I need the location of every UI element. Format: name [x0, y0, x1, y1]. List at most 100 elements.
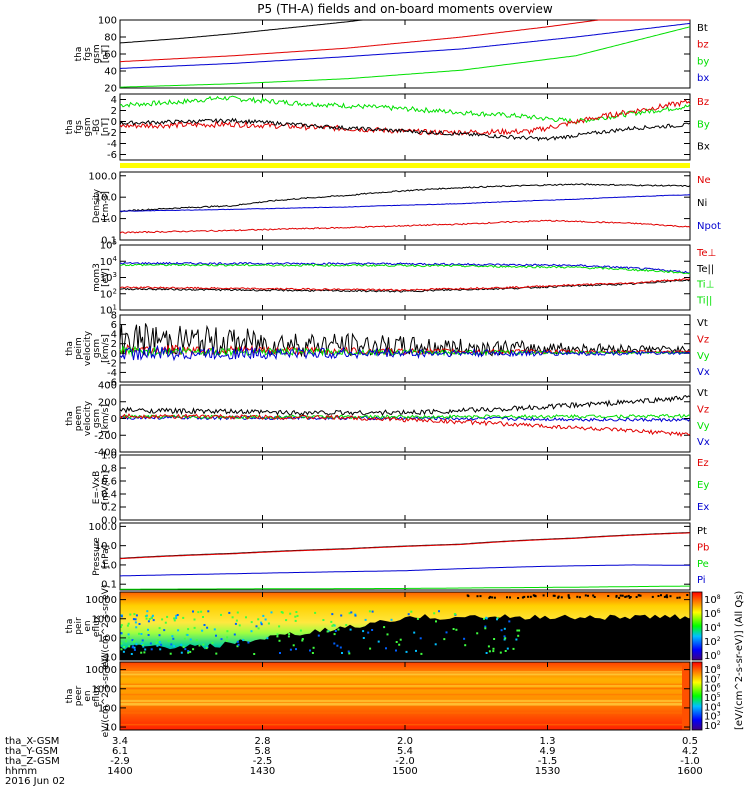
- colorbar-tick-label: 104: [704, 701, 721, 713]
- panel-frame: [119, 454, 691, 521]
- spectrogram-speckle: [120, 632, 123, 635]
- spectrogram-speckle: [542, 594, 545, 597]
- spectrogram-speckle: [364, 618, 367, 621]
- y-tick-label: 10: [104, 653, 117, 664]
- spectrogram-speckle: [499, 651, 502, 654]
- spectrogram-speckle: [215, 652, 218, 655]
- y-tick-label: 20: [104, 84, 117, 95]
- spectrogram-band: [120, 702, 690, 705]
- spectrogram-speckle: [169, 652, 172, 655]
- spectrogram-speckle: [250, 621, 253, 624]
- legend-entry: Vt: [697, 388, 708, 399]
- spectrogram-speckle: [625, 595, 628, 598]
- legend-entry: Te⊥: [696, 248, 716, 259]
- spectrogram-speckle: [133, 613, 136, 616]
- colorbar-label-text: [eV/(cm^2-s-sr-eV)] (All Qs): [734, 591, 745, 730]
- legend-entry: Vz: [697, 404, 709, 415]
- spectrogram-speckle: [506, 596, 508, 599]
- colorbar-tick-label: 106: [704, 608, 721, 620]
- x-axis-tick-label: 2.8: [254, 736, 271, 747]
- spectrogram-speckle: [339, 646, 342, 649]
- spectrogram-speckle: [532, 594, 535, 597]
- spectrogram-speckle: [476, 595, 479, 598]
- y-tick-label: -200: [94, 431, 117, 442]
- spectrogram-band: [120, 693, 690, 696]
- flag-bar: [120, 163, 690, 168]
- x-axis-tick-label: 1430: [249, 766, 276, 777]
- spectrogram-speckle: [506, 647, 509, 650]
- spectrogram-speckle: [445, 631, 448, 634]
- spectrogram-speckle: [288, 633, 291, 635]
- y-tick-label: -2: [107, 358, 117, 369]
- spectrogram-speckle: [202, 616, 204, 618]
- series-line-Pi: [120, 564, 691, 577]
- spectrogram-speckle: [237, 643, 240, 646]
- spectrogram-speckle: [211, 641, 214, 644]
- spectrogram-speckle: [371, 629, 374, 631]
- legend-entry: Bz: [697, 97, 709, 108]
- spectrogram-speckle: [398, 643, 401, 646]
- spectrogram-speckle: [260, 621, 263, 624]
- spectrogram-speckle: [296, 614, 299, 617]
- panel-6: 1.0 0.8 0.6 0.4 0.2 0.0 E=-VxB[mV/m] Ez Ey Ex: [92, 451, 709, 527]
- series-line-Bz: [119, 99, 691, 136]
- spectrogram-speckle: [377, 640, 380, 643]
- spectrogram-speckle: [150, 648, 153, 651]
- spectrogram-speckle: [264, 618, 267, 621]
- spectrogram-band: [120, 707, 690, 709]
- spectrogram-speckle: [639, 594, 642, 597]
- spectrogram-speckle: [138, 632, 140, 635]
- x-axis-tick-label: 1.3: [539, 736, 556, 747]
- spectrogram-speckle: [276, 635, 279, 638]
- series-line-Ne: [119, 183, 691, 213]
- x-axis-row-label: tha_Y-GSM: [5, 746, 59, 757]
- spectrogram-low-region: [120, 614, 690, 660]
- y-axis-label: thafgsgsm[nT]: [74, 44, 111, 63]
- y-axis-label: thapeemvelocitygsm[km/s]: [65, 400, 111, 436]
- spectrogram-speckle: [362, 630, 365, 633]
- y-axis-label: Density[cm-3]: [92, 188, 111, 223]
- spectrogram-speckle: [140, 651, 143, 654]
- spectrogram-speckle: [215, 634, 217, 637]
- spectrogram-speckle: [410, 610, 413, 613]
- series-line-Ti⊥: [119, 263, 691, 275]
- spectrogram-speckle: [142, 645, 145, 648]
- spectrogram-speckle: [354, 614, 357, 617]
- x-axis-tick-label: 1400: [107, 766, 133, 777]
- spectrogram-speckle: [619, 594, 622, 597]
- spectrogram-speckle: [317, 634, 320, 637]
- spectrogram-speckle: [593, 596, 596, 598]
- spectrogram-speckle: [128, 645, 131, 648]
- spectrogram-speckle: [203, 624, 206, 626]
- spectrogram-speckle: [143, 651, 146, 654]
- spectrogram-speckle: [493, 596, 496, 599]
- spectrogram-speckle: [220, 638, 223, 641]
- legend-entry: by: [697, 56, 709, 67]
- spectrogram-speckle: [523, 595, 526, 598]
- spectrogram-speckle: [491, 596, 494, 599]
- x-axis-tick-label: 5.8: [254, 746, 271, 757]
- colorbar-tick-label: 102: [704, 720, 721, 732]
- y-tick-label: 200: [98, 397, 117, 408]
- spectrogram-speckle: [163, 629, 166, 632]
- legend-entry: Pi: [697, 575, 706, 586]
- y-tick-label: 400: [98, 381, 117, 392]
- spectrogram-speckle: [496, 618, 498, 621]
- spectrogram-speckle: [624, 595, 627, 598]
- spectrogram-speckle: [334, 630, 337, 632]
- series-line-Te⊥: [119, 278, 691, 292]
- spectrogram-speckle: [341, 652, 343, 654]
- legend-entry: bz: [697, 40, 709, 51]
- spectrogram-speckle: [144, 648, 147, 651]
- spectrogram-speckle: [132, 645, 135, 648]
- spectrogram-speckle: [238, 624, 241, 627]
- spectrogram-speckle: [371, 610, 374, 613]
- colorbar-tick-label: 100: [704, 650, 721, 662]
- y-tick-label: 0.6: [101, 477, 117, 488]
- spectrogram-speckle: [504, 650, 507, 652]
- spectrogram-speckle: [126, 624, 129, 627]
- spectrogram-speckle: [438, 610, 440, 613]
- spectrogram-speckle: [134, 621, 137, 624]
- y-tick-label: 40: [104, 67, 117, 78]
- y-tick-label: 101: [100, 304, 117, 317]
